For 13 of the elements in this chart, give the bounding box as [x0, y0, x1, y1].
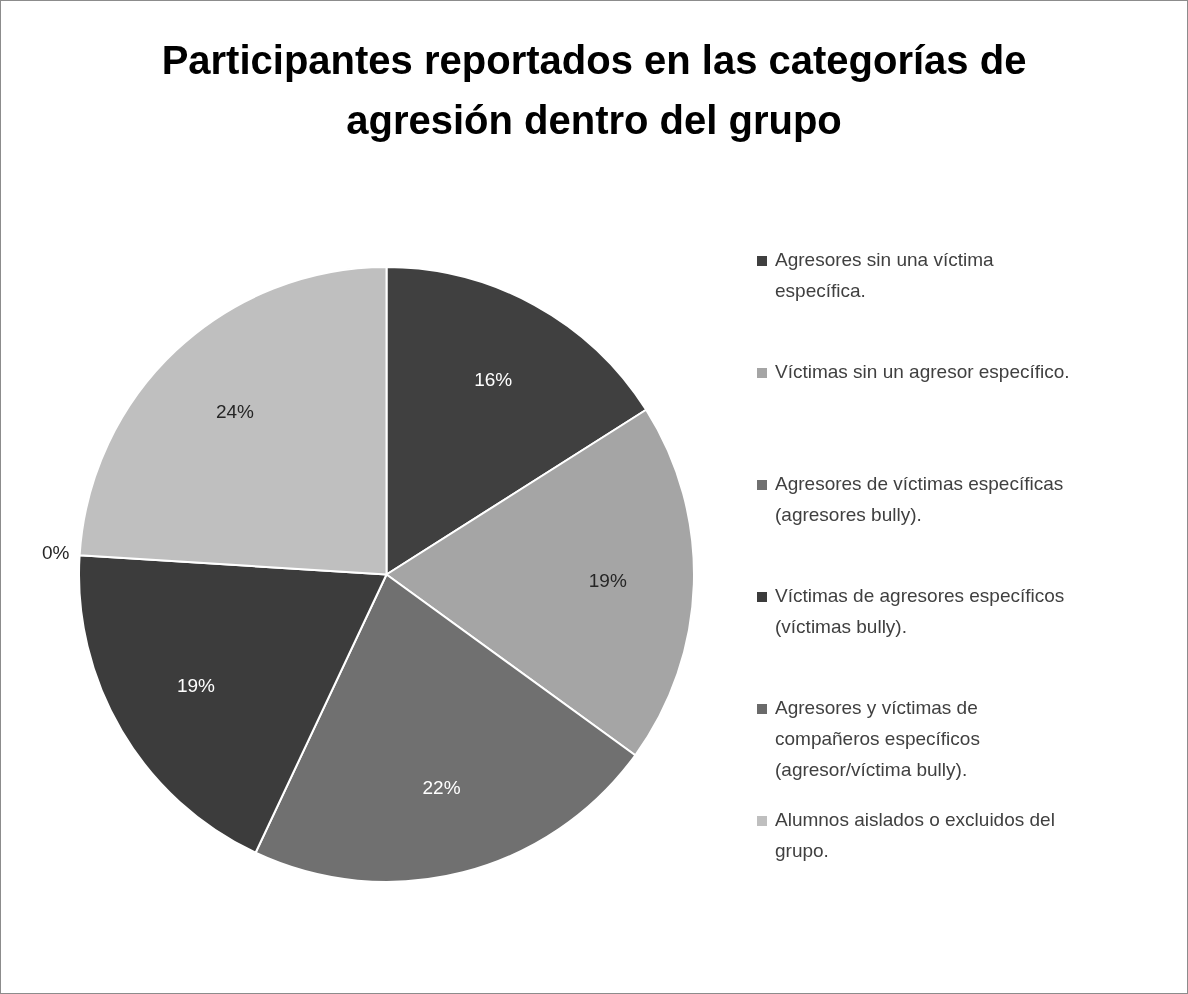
chart-title: Participantes reportados en las categorías de agresión dentro del grupo	[161, 38, 1027, 143]
legend-label: Agresores de víctimas específicas (agresores bully).	[775, 473, 1064, 526]
data-label: 16%	[474, 368, 513, 390]
legend-label: Agresores y víctimas de compañeros específicos (agresor/víctima bully).	[775, 697, 980, 781]
legend-label: Alumnos aislados o excluidos del grupo.	[775, 809, 1055, 862]
data-label: 19%	[588, 569, 627, 591]
data-label: 19%	[176, 675, 216, 697]
data-label: 24%	[215, 401, 255, 423]
legend-label: Víctimas de agresores específicos (víctimas bully).	[775, 585, 1065, 638]
legend-label: Víctimas sin un agresor específico.	[775, 361, 1070, 383]
data-label: 22%	[422, 777, 461, 799]
legend-label: Agresores sin una víctima específica.	[775, 249, 995, 302]
text: 0%	[41, 541, 70, 563]
